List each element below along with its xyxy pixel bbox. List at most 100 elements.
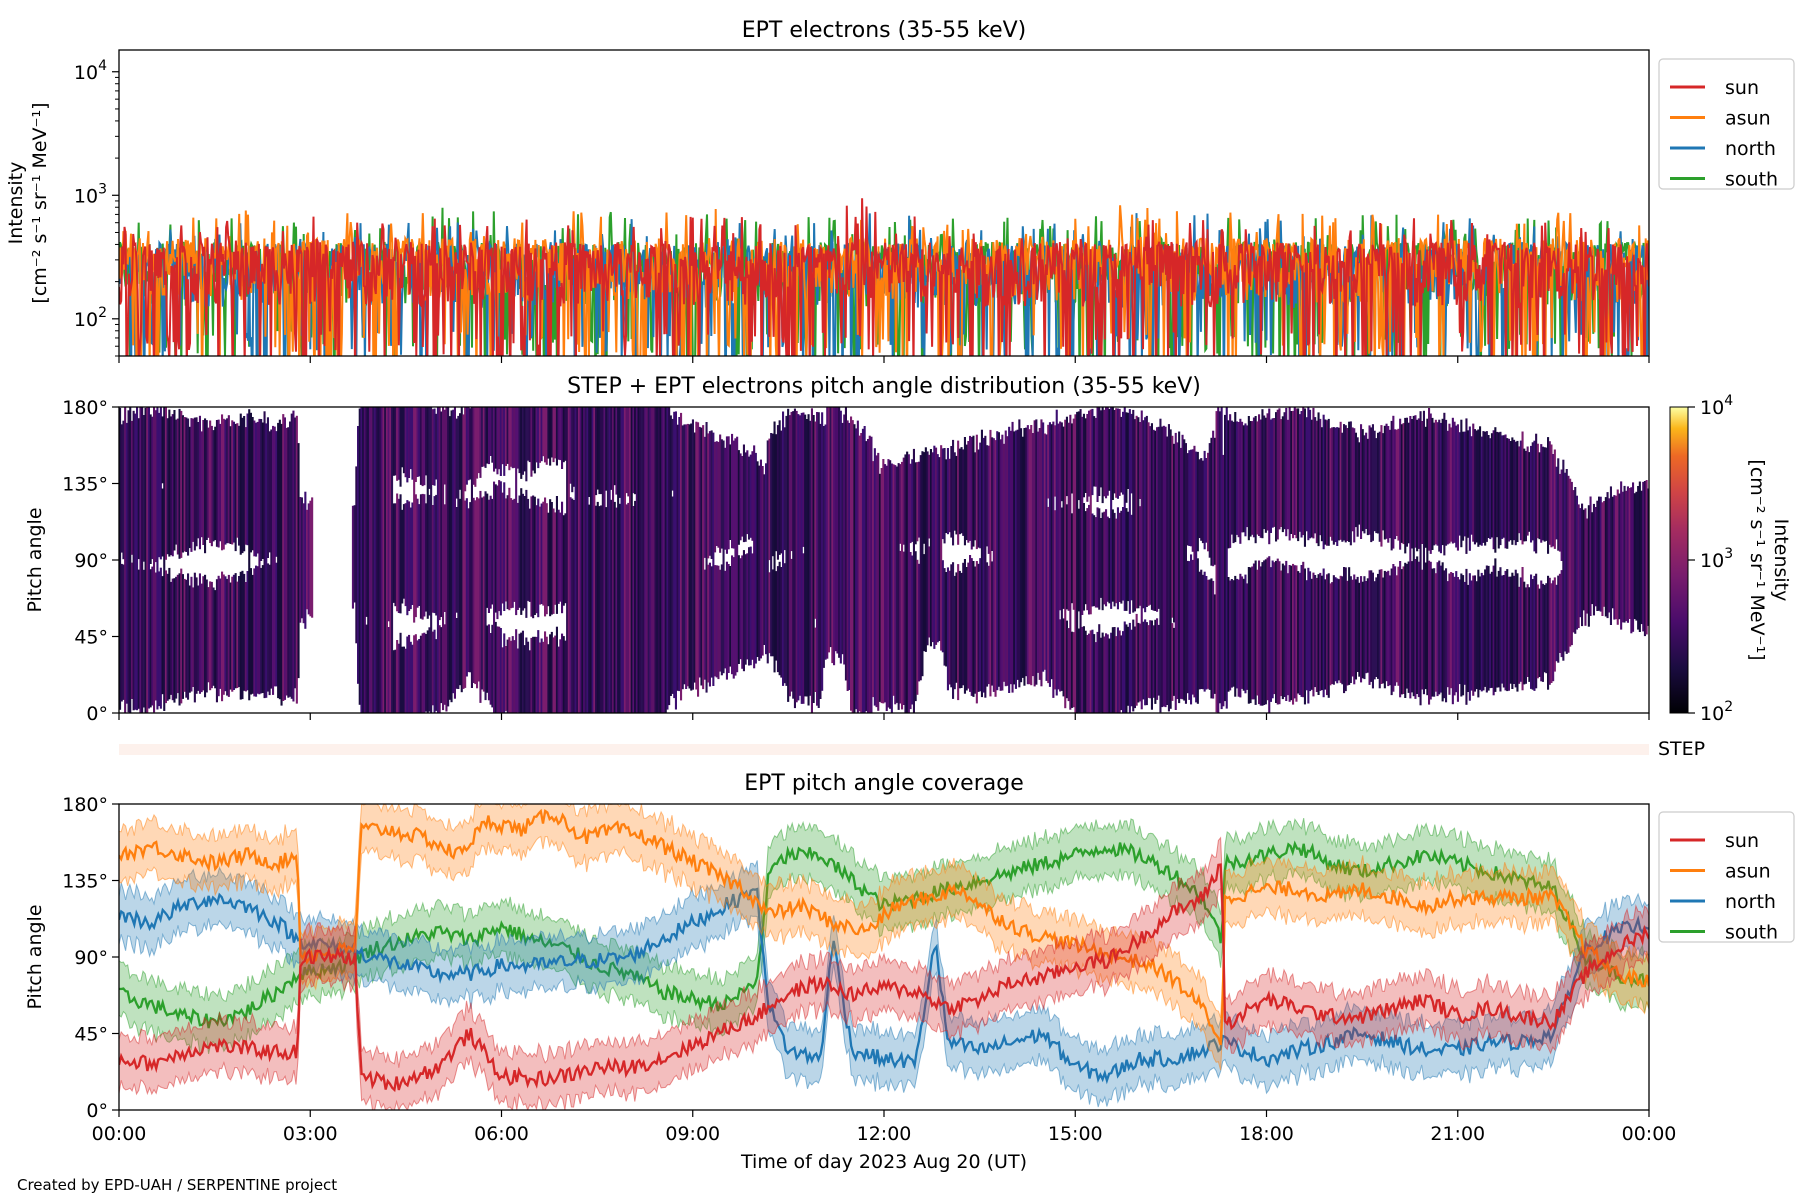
pad-cell xyxy=(474,500,477,685)
pad-cell xyxy=(829,407,832,648)
pad-cell xyxy=(416,640,419,713)
pad-cell xyxy=(1383,425,1386,540)
pad-cell xyxy=(414,494,417,618)
pad-cell xyxy=(125,422,128,704)
pad-cell xyxy=(778,561,781,676)
pad-cell xyxy=(1329,428,1332,537)
pad-cell xyxy=(433,629,436,713)
pad-cell xyxy=(1110,407,1113,609)
pad-cell xyxy=(202,420,205,545)
pad-cell xyxy=(399,407,402,487)
pad-cell xyxy=(1553,449,1556,549)
pad-cell xyxy=(1065,620,1068,699)
pad-cell xyxy=(537,407,540,469)
pad-cell xyxy=(1091,513,1094,607)
pad-cell xyxy=(1456,424,1459,551)
pad-cell xyxy=(136,407,139,711)
pad-cell xyxy=(710,566,713,678)
pad-cell xyxy=(598,407,601,495)
pad-cell xyxy=(588,407,591,497)
pad-cell xyxy=(1422,410,1425,695)
pad-cell xyxy=(401,407,404,468)
pad-cell xyxy=(1011,421,1014,693)
pad-cell xyxy=(1591,512,1594,605)
pad-cell xyxy=(1101,632,1104,713)
pad-cell xyxy=(1319,572,1322,691)
pad-cell xyxy=(355,466,358,644)
pad-cell xyxy=(1351,579,1354,677)
pad-cell xyxy=(751,451,754,541)
pad-cell xyxy=(749,546,752,666)
pad-cell xyxy=(173,410,176,551)
pad-heatmap xyxy=(119,407,1649,713)
pad-cell xyxy=(394,407,397,476)
pad-cell xyxy=(1188,450,1191,546)
pad-cell xyxy=(1167,424,1170,712)
pad-cell xyxy=(1467,430,1470,538)
pad-cell xyxy=(226,578,229,696)
pad-cell xyxy=(1212,430,1215,567)
pad-cell xyxy=(987,445,990,554)
pad-cell xyxy=(1190,554,1193,705)
pad-cell xyxy=(119,407,122,710)
pad-cell xyxy=(1254,416,1257,544)
pad-cell xyxy=(435,639,438,711)
pad-cell xyxy=(1020,428,1023,683)
pad-cell xyxy=(1207,452,1210,552)
pad-cell xyxy=(268,431,271,553)
pad-cell xyxy=(952,439,955,546)
pad-cell xyxy=(953,452,956,531)
pad-cell xyxy=(1190,449,1193,547)
angle-tick-label: 135° xyxy=(62,474,108,496)
pad-cell xyxy=(418,639,421,713)
pad-cell xyxy=(666,407,669,710)
pad-cell xyxy=(1366,438,1369,536)
pad-cell xyxy=(1424,562,1427,690)
pad-cell xyxy=(431,631,434,706)
pad-cell xyxy=(494,621,497,713)
pad-cell xyxy=(404,648,407,713)
pad-cell xyxy=(1524,450,1527,542)
pad-cell xyxy=(707,433,710,559)
pad-cell xyxy=(652,407,655,713)
pad-cell xyxy=(1096,507,1099,608)
pad-cell xyxy=(137,569,140,709)
pad-cell xyxy=(1169,429,1172,709)
pad-cell xyxy=(992,438,995,692)
pad-cell xyxy=(1586,518,1589,614)
pad-cell xyxy=(962,562,965,686)
pad-cell xyxy=(1516,440,1519,542)
pad-cell xyxy=(1212,580,1215,699)
pad-cell xyxy=(486,625,489,693)
pad-cell xyxy=(248,409,251,701)
pad-cell xyxy=(435,494,438,616)
pad-cell xyxy=(351,505,354,609)
pad-cell xyxy=(919,455,922,681)
pad-cell xyxy=(1555,466,1558,540)
pad-cell xyxy=(496,407,499,475)
pad-cell xyxy=(289,421,292,697)
pad-cell xyxy=(300,497,303,619)
pad-cell xyxy=(753,445,756,669)
pad-cell xyxy=(508,637,511,713)
pad-cell xyxy=(1054,425,1057,497)
pad-cell xyxy=(1506,569,1509,692)
pad-cell xyxy=(1258,560,1261,705)
pad-cell xyxy=(584,407,587,713)
pad-cell xyxy=(1004,430,1007,687)
pad-cell xyxy=(768,572,771,654)
pad-cell xyxy=(1142,420,1145,609)
pad-cell xyxy=(443,624,446,705)
pad-cell xyxy=(275,562,278,687)
pad-cell xyxy=(1256,569,1259,696)
pad-cell xyxy=(408,634,411,713)
pad-cell xyxy=(916,462,919,542)
pad-cell xyxy=(192,418,195,542)
pad-cell xyxy=(1264,559,1267,705)
pad-cell xyxy=(1540,444,1543,543)
pad-cell xyxy=(812,415,815,703)
pad-cell xyxy=(797,414,800,701)
pad-cell xyxy=(1099,637,1102,713)
pad-cell xyxy=(1006,436,1009,686)
